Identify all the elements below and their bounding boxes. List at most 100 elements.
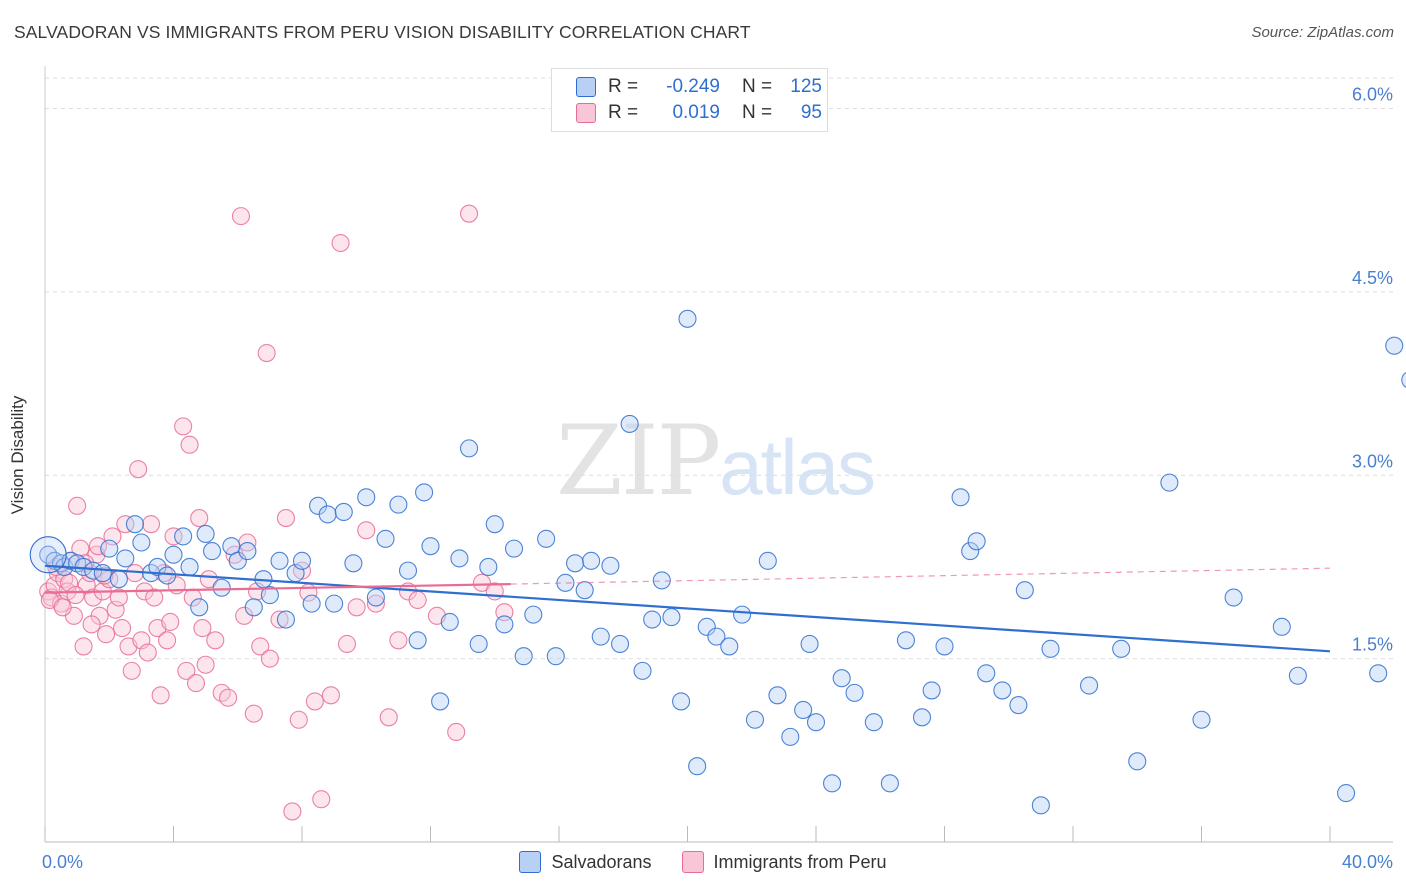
point-salvadorans — [610, 634, 630, 654]
point-salvadorans — [325, 594, 344, 613]
point-salvadorans — [781, 727, 800, 746]
y-tick-label: 1.5% — [1352, 635, 1393, 655]
point-salvadorans — [1041, 639, 1060, 658]
point-salvadorans — [485, 515, 504, 534]
point-peru — [74, 637, 93, 656]
point-peru — [161, 612, 180, 632]
point-salvadorans — [514, 647, 533, 666]
point-salvadorans — [794, 700, 813, 720]
point-peru — [270, 610, 289, 629]
r-value: 0.019 — [672, 102, 720, 123]
point-salvadorans — [896, 631, 916, 650]
point-salvadorans — [504, 539, 524, 558]
series-salvadorans — [29, 309, 1406, 815]
point-peru — [408, 590, 427, 610]
r-label: R = — [608, 76, 639, 97]
chart-title: SALVADORAN VS IMMIGRANTS FROM PERU VISIO… — [14, 22, 751, 42]
trend-line-peru — [44, 582, 511, 594]
point-peru — [122, 661, 141, 680]
series-immigrants-from-peru — [39, 204, 514, 821]
n-label: N = — [742, 76, 773, 97]
point-salvadorans — [823, 774, 842, 793]
point-peru — [289, 710, 308, 729]
point-salvadorans — [292, 551, 312, 570]
legend: Salvadorans Immigrants from Peru — [0, 851, 1406, 873]
point-peru — [357, 521, 376, 540]
blue-swatch-icon — [576, 77, 596, 97]
point-salvadorans — [733, 605, 752, 624]
point-salvadorans — [344, 554, 363, 573]
point-salvadorans — [1401, 371, 1406, 388]
point-peru — [141, 515, 161, 534]
point-salvadorans — [707, 627, 726, 646]
point-salvadorans — [806, 713, 826, 732]
point-salvadorans — [302, 594, 321, 613]
y-tick-label: 4.5% — [1352, 268, 1393, 288]
point-peru — [88, 537, 108, 556]
point-salvadorans — [100, 539, 119, 558]
gridlines — [45, 77, 1393, 660]
point-salvadorans — [1192, 710, 1211, 729]
point-salvadorans — [450, 549, 469, 568]
point-peru — [283, 802, 302, 821]
pink-swatch-icon — [681, 851, 704, 873]
point-salvadorans — [469, 634, 488, 654]
point-peru — [71, 539, 90, 558]
point-salvadorans — [1112, 639, 1131, 658]
point-salvadorans — [334, 502, 353, 522]
point-peru — [145, 588, 164, 607]
point-peru — [84, 588, 103, 607]
point-peru — [276, 509, 295, 528]
point-salvadorans — [678, 309, 697, 328]
point-peru — [116, 515, 135, 534]
r-value: -0.249 — [666, 76, 720, 97]
y-axis-label: Vision Disability — [8, 395, 27, 515]
point-peru — [96, 625, 116, 644]
point-salvadorans — [132, 533, 151, 552]
point-salvadorans — [1272, 617, 1291, 636]
n-value: 125 — [790, 76, 822, 97]
trend-line-salvadorans — [44, 564, 1331, 653]
point-salvadorans — [961, 542, 980, 561]
point-salvadorans — [318, 505, 337, 524]
point-salvadorans — [1009, 696, 1028, 715]
legend-label: Salvadorans — [551, 851, 652, 872]
point-peru — [53, 598, 72, 617]
point-salvadorans — [758, 551, 777, 570]
point-peru — [199, 570, 218, 589]
point-peru — [82, 615, 101, 634]
point-peru — [312, 790, 331, 809]
legend-item-immigrants-from-peru[interactable]: Immigrants from Peru — [681, 851, 887, 873]
point-salvadorans — [479, 557, 498, 577]
point-salvadorans — [662, 608, 681, 627]
point-salvadorans — [174, 527, 193, 546]
point-salvadorans — [912, 708, 932, 727]
point-peru — [66, 586, 85, 605]
point-salvadorans — [212, 578, 231, 597]
trend-line-peru-extension — [510, 567, 1331, 585]
point-peru — [472, 573, 491, 592]
point-peru — [231, 207, 251, 226]
y-tick-label: 6.0% — [1352, 85, 1393, 105]
trend-lines — [44, 564, 1331, 653]
watermark-atlas: atlas — [719, 423, 876, 511]
point-salvadorans — [180, 557, 199, 577]
point-salvadorans — [1128, 752, 1147, 771]
point-salvadorans — [459, 439, 479, 458]
point-peru — [158, 631, 177, 650]
point-salvadorans — [800, 634, 819, 654]
point-salvadorans — [357, 488, 376, 507]
point-salvadorans — [652, 571, 671, 590]
point-salvadorans — [1337, 784, 1356, 803]
point-peru — [447, 722, 466, 742]
point-salvadorans — [203, 542, 222, 561]
point-salvadorans — [768, 686, 787, 705]
point-salvadorans — [158, 566, 177, 585]
point-salvadorans — [546, 647, 565, 666]
legend-item-salvadorans[interactable]: Salvadorans — [519, 851, 652, 873]
point-salvadorans — [190, 598, 209, 617]
source-label: Source: ZipAtlas.com — [1251, 24, 1394, 41]
point-peru — [174, 417, 193, 436]
blue-swatch-icon — [519, 851, 542, 873]
